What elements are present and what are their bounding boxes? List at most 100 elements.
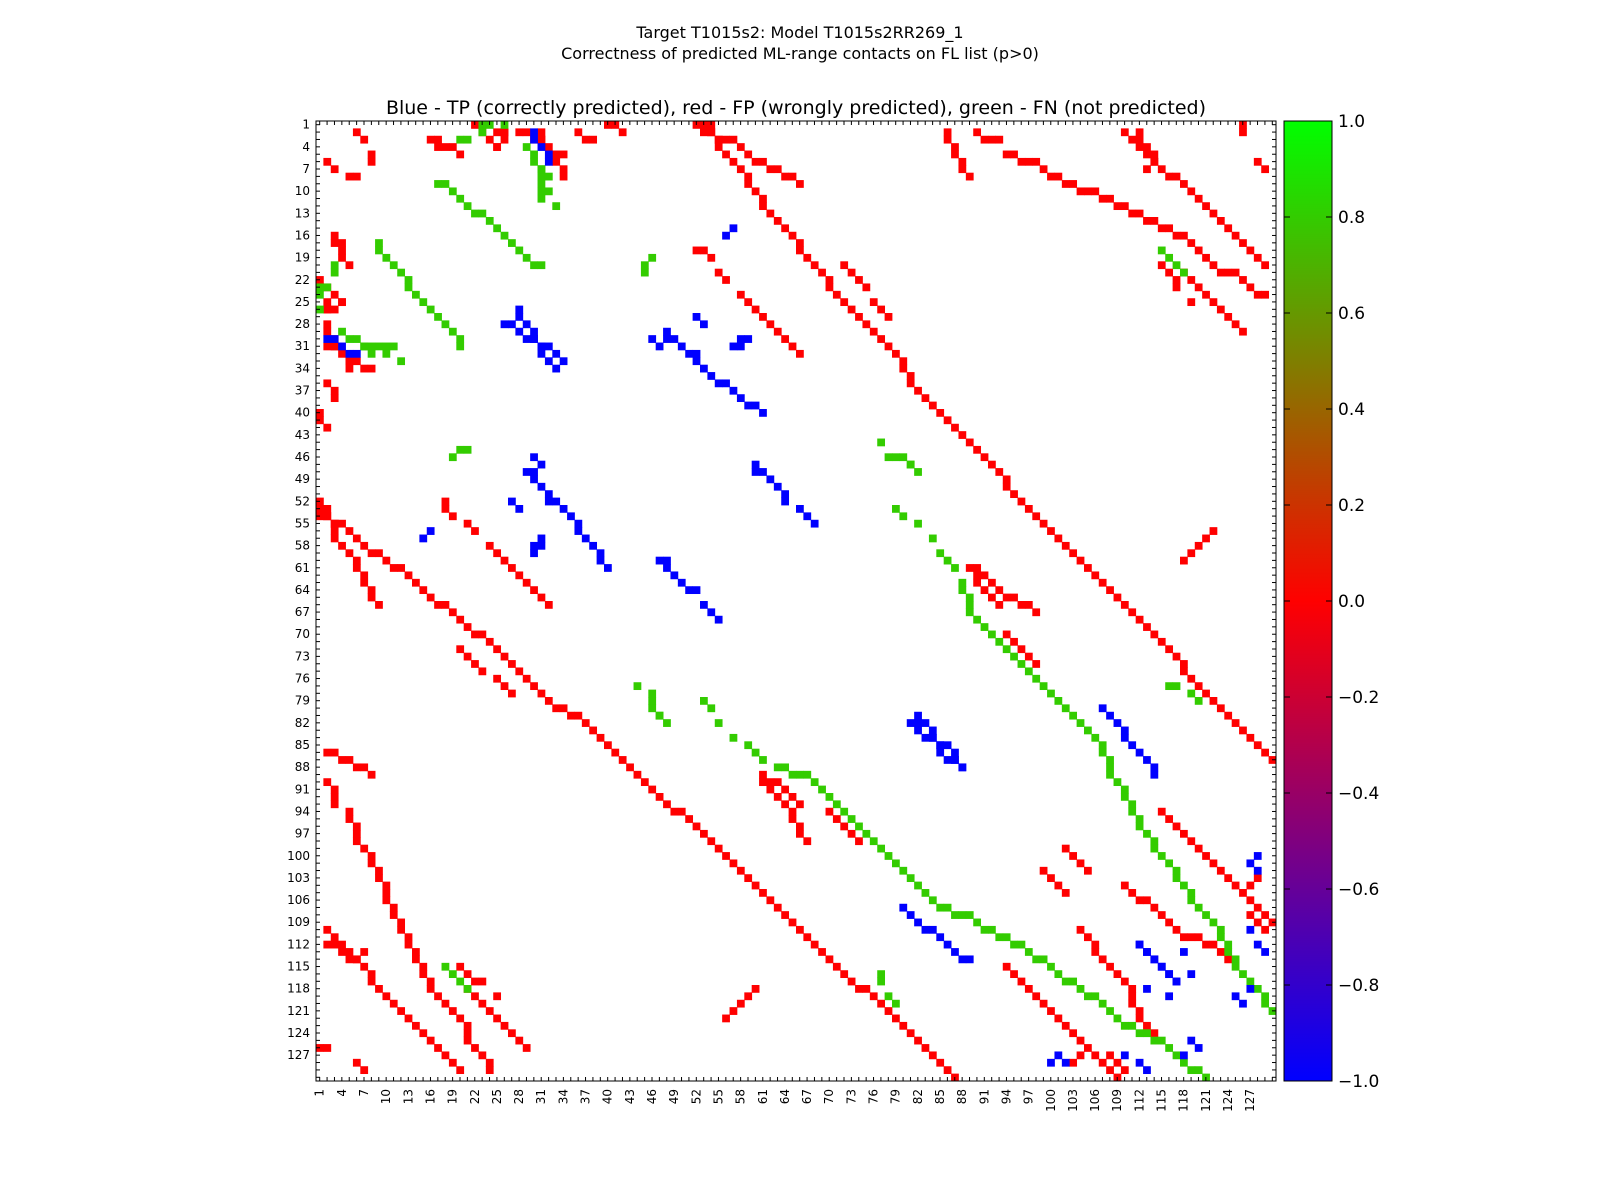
fp-cell	[1017, 645, 1026, 654]
tp-cell	[700, 320, 708, 329]
fp-cell	[338, 756, 346, 764]
fp-cell	[736, 290, 745, 299]
fp-cell	[345, 807, 354, 816]
tp-cell	[722, 231, 730, 240]
fp-cell	[367, 586, 376, 595]
tp-cell	[515, 327, 524, 336]
fp-cell	[345, 955, 354, 964]
fp-cell	[773, 903, 782, 912]
tp-cell	[707, 372, 716, 380]
fp-cell	[1091, 948, 1100, 956]
fn-cell	[434, 180, 442, 188]
x-tick-label: 106	[1088, 1089, 1102, 1112]
fp-cell	[759, 313, 767, 321]
fp-cell	[899, 364, 908, 373]
tp-cell	[1054, 1051, 1063, 1060]
plot-area	[316, 121, 1276, 1081]
x-tick-label: 31	[534, 1089, 548, 1104]
y-tick-label: 94	[295, 804, 310, 818]
fp-cell	[463, 652, 472, 661]
fp-cell	[914, 386, 922, 395]
fp-cell	[1047, 172, 1055, 181]
fn-cell	[1150, 837, 1159, 846]
fn-cell	[958, 578, 967, 587]
fp-cell	[1106, 194, 1114, 203]
fp-cell	[788, 807, 797, 816]
fn-cell	[530, 157, 538, 166]
fp-cell	[781, 172, 790, 181]
fp-cell	[1165, 224, 1174, 233]
fp-cell	[1224, 224, 1233, 233]
fp-cell	[1002, 475, 1011, 484]
fp-cell	[456, 962, 465, 971]
y-tick-label: 76	[295, 672, 310, 686]
fp-cell	[1076, 187, 1085, 196]
fn-cell	[434, 313, 442, 321]
y-tick-label: 1	[302, 118, 310, 132]
fp-cell	[796, 822, 804, 831]
fp-cell	[360, 948, 369, 956]
fn-cell	[951, 911, 959, 919]
y-tick-label: 19	[295, 251, 310, 265]
tp-cell	[419, 534, 428, 543]
fp-cell	[1261, 748, 1270, 757]
contact-cells	[316, 121, 1276, 1081]
tp-cell	[604, 564, 612, 572]
fp-cell	[847, 268, 856, 277]
fp-cell	[655, 793, 664, 801]
fp-cell	[360, 364, 369, 373]
x-tick-label: 46	[645, 1089, 659, 1104]
fn-cell	[404, 276, 413, 284]
fp-cell	[759, 778, 767, 787]
fn-cell	[958, 911, 967, 919]
fn-cell	[544, 187, 553, 196]
fp-cell	[855, 313, 863, 321]
fn-cell	[530, 150, 538, 159]
fp-cell	[323, 1044, 332, 1052]
fp-cell	[397, 1007, 406, 1015]
tp-cell	[744, 335, 753, 343]
fp-cell	[330, 239, 339, 247]
fp-cell	[1061, 1021, 1070, 1030]
fp-cell	[1187, 187, 1196, 196]
fp-cell	[1106, 1066, 1114, 1075]
fn-cell	[1187, 689, 1196, 698]
tp-cell	[914, 711, 922, 720]
fn-cell	[1165, 1044, 1174, 1052]
fp-cell	[456, 615, 465, 624]
tp-cell	[1239, 999, 1247, 1008]
fn-cell	[1180, 268, 1188, 277]
fp-cell	[766, 320, 775, 329]
fp-cell	[847, 305, 856, 314]
x-tick-label: 37	[579, 1089, 593, 1104]
tp-cell	[936, 748, 945, 757]
tp-cell	[522, 320, 531, 329]
fp-cell	[1076, 556, 1085, 565]
fp-cell	[759, 157, 767, 166]
fp-cell	[352, 564, 361, 572]
y-tick-label: 25	[295, 295, 310, 309]
fn-cell	[412, 290, 420, 299]
fp-cell	[448, 608, 457, 617]
tp-cell	[1061, 1058, 1070, 1067]
tp-cell	[943, 741, 952, 750]
tp-cell	[685, 586, 694, 595]
fp-cell	[1172, 925, 1181, 934]
fp-cell	[537, 593, 546, 602]
tp-cell	[530, 327, 538, 336]
y-tick-label: 61	[295, 561, 310, 575]
fp-cell	[345, 527, 354, 535]
tp-cell	[958, 955, 967, 964]
tp-cell	[928, 733, 937, 742]
tp-cell	[914, 726, 922, 735]
fn-cell	[375, 246, 383, 255]
tp-cell	[581, 534, 590, 543]
fn-cell	[426, 305, 435, 314]
fn-cell	[869, 837, 878, 846]
y-tick-label: 49	[295, 472, 310, 486]
tp-cell	[736, 394, 745, 403]
fp-cell	[1106, 1051, 1114, 1060]
y-tick-label: 109	[287, 915, 310, 929]
fp-cell	[345, 549, 354, 558]
fp-cell	[1209, 261, 1218, 270]
